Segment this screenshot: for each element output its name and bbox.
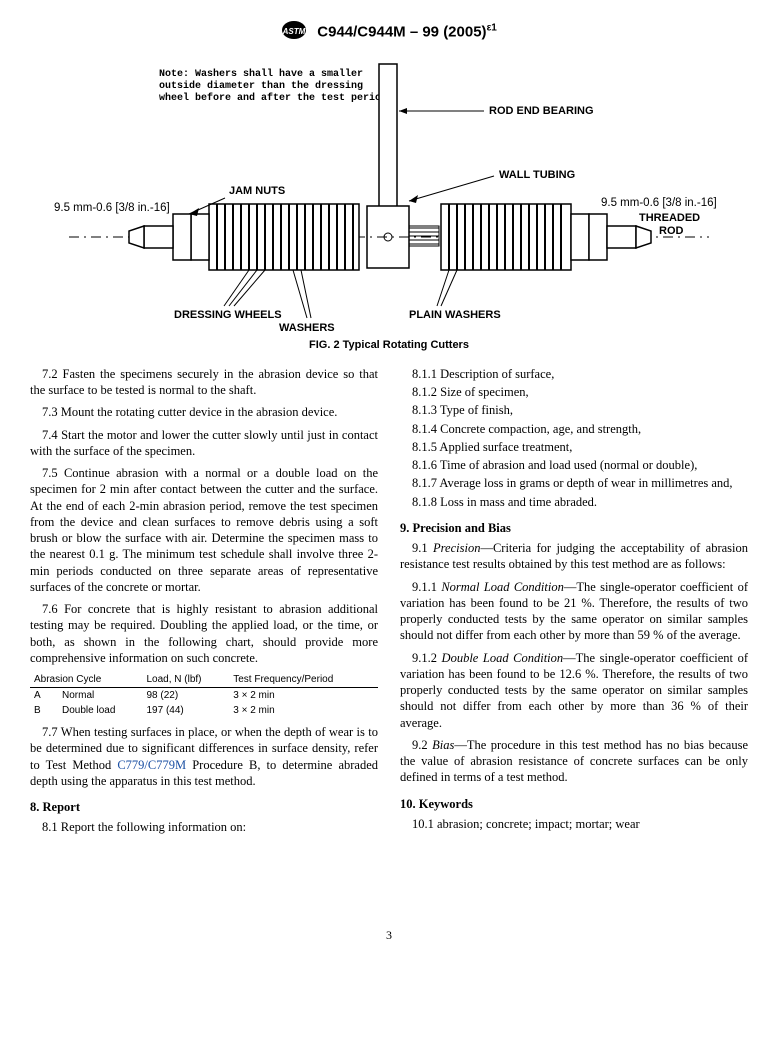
table-row: A Normal 98 (22) 3 × 2 min [30, 688, 378, 704]
para-9-1-1: 9.1.1 Normal Load Condition—The single-o… [400, 579, 748, 644]
figure-2: Note: Washers shall have a smaller outsi… [30, 56, 748, 352]
table-header-cycle: Abrasion Cycle [30, 672, 142, 688]
label-rod-end-bearing: ROD END BEARING [489, 105, 594, 117]
label-jam-nuts: JAM NUTS [229, 185, 285, 197]
table-header-load: Load, N (lbf) [142, 672, 229, 688]
section-8-head: 8. Report [30, 799, 378, 815]
link-c779[interactable]: C779/C779M [117, 758, 186, 772]
label-wall-tubing: WALL TUBING [499, 169, 575, 181]
para-8-1-8: 8.1.8 Loss in mass and time abraded. [400, 494, 748, 510]
epsilon-note: ε1 [487, 23, 497, 34]
label-dressing-wheels: DRESSING WHEELS [174, 309, 282, 321]
section-10-head: 10. Keywords [400, 796, 748, 812]
body-columns: 7.2 Fasten the specimens securely in the… [30, 366, 748, 838]
para-10-1: 10.1 abrasion; concrete; impact; mortar;… [400, 816, 748, 832]
para-9-2: 9.2 Bias—The procedure in this test meth… [400, 737, 748, 786]
document-header: ASTM C944/C944M – 99 (2005)ε1 [30, 20, 748, 46]
designation-text: C944/C944M – 99 (2005) [317, 24, 486, 41]
para-7-5: 7.5 Continue abrasion with a normal or a… [30, 465, 378, 595]
para-8-1-3: 8.1.3 Type of finish, [400, 402, 748, 418]
label-washers: WASHERS [279, 322, 335, 334]
label-plain-washers: PLAIN WASHERS [409, 309, 501, 321]
table-header-freq: Test Frequency/Period [229, 672, 378, 688]
para-8-1-2: 8.1.2 Size of specimen, [400, 384, 748, 400]
figure-note-1: Note: Washers shall have a smaller [159, 68, 363, 80]
page-number: 3 [30, 928, 748, 944]
para-8-1-6: 8.1.6 Time of abrasion and load used (no… [400, 457, 748, 473]
dressing-wheels-right [441, 204, 571, 270]
figure-note-3: wheel before and after the test period. [159, 92, 393, 104]
para-8-1-1: 8.1.1 Description of surface, [400, 366, 748, 382]
para-8-1-4: 8.1.4 Concrete compaction, age, and stre… [400, 421, 748, 437]
dressing-wheels-left [209, 204, 359, 270]
para-8-1-7: 8.1.7 Average loss in grams or depth of … [400, 475, 748, 491]
para-7-4: 7.4 Start the motor and lower the cutter… [30, 427, 378, 460]
astm-logo-icon: ASTM [281, 20, 307, 46]
label-dim-left: 9.5 mm-0.6 [3/8 in.-16] [54, 202, 170, 214]
para-9-1: 9.1 Precision—Criteria for judging the a… [400, 540, 748, 573]
para-7-3: 7.3 Mount the rotating cutter device in … [30, 404, 378, 420]
label-dim-right: 9.5 mm-0.6 [3/8 in.-16] [601, 197, 717, 209]
para-8-1: 8.1 Report the following information on: [30, 819, 378, 835]
svg-text:ASTM: ASTM [282, 27, 306, 36]
para-8-1-5: 8.1.5 Applied surface treatment, [400, 439, 748, 455]
para-7-6: 7.6 For concrete that is highly resistan… [30, 601, 378, 666]
para-9-1-2: 9.1.2 Double Load Condition—The single-o… [400, 650, 748, 731]
table-row: B Double load 197 (44) 3 × 2 min [30, 703, 378, 718]
figure-note-2: outside diameter than the dressing [159, 80, 363, 92]
para-7-2: 7.2 Fasten the specimens securely in the… [30, 366, 378, 399]
figure-caption: FIG. 2 Typical Rotating Cutters [30, 338, 748, 352]
abrasion-cycle-table: Abrasion Cycle Load, N (lbf) Test Freque… [30, 672, 378, 718]
label-threaded-rod-2: ROD [659, 225, 684, 237]
left-nut-assembly [129, 214, 209, 260]
label-threaded-rod-1: THREADED [639, 212, 700, 224]
para-7-7: 7.7 When testing surfaces in place, or w… [30, 724, 378, 789]
section-9-head: 9. Precision and Bias [400, 520, 748, 536]
